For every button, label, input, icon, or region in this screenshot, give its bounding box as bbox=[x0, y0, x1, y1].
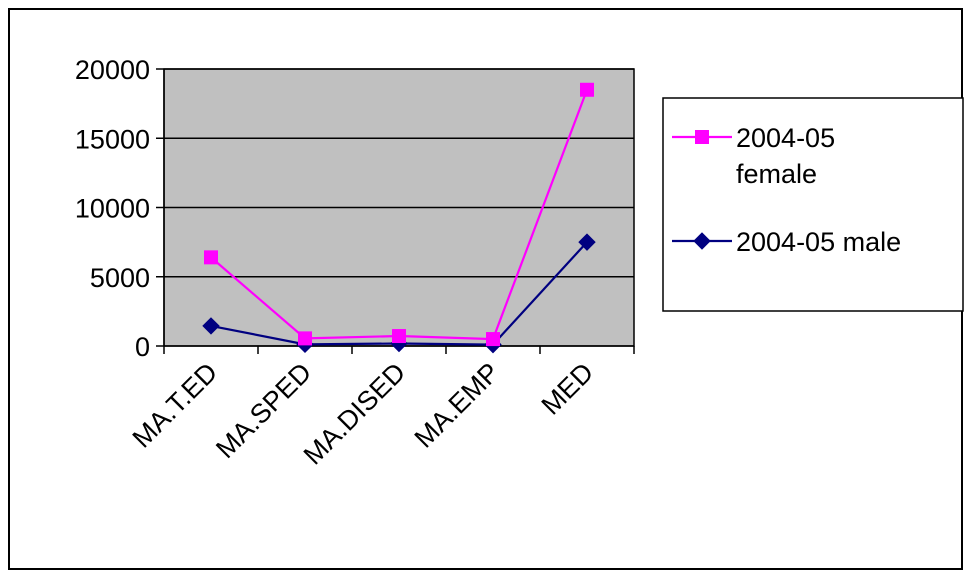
y-tick-label: 15000 bbox=[75, 124, 150, 154]
data-point bbox=[204, 250, 218, 265]
legend-box bbox=[662, 97, 964, 312]
legend-label: 2004-05 bbox=[736, 123, 835, 153]
y-tick-label: 0 bbox=[135, 332, 150, 362]
y-tick-label: 20000 bbox=[75, 55, 150, 85]
legend-marker bbox=[693, 232, 711, 250]
series-group bbox=[202, 82, 596, 354]
data-point bbox=[298, 331, 312, 346]
data-point bbox=[392, 329, 406, 344]
legend-marker bbox=[695, 130, 709, 144]
legend-label: 2004-05 male bbox=[736, 227, 901, 257]
y-tick-label: 10000 bbox=[75, 194, 150, 224]
legend: 2004-05 female 2004-05 male bbox=[662, 97, 964, 312]
data-point bbox=[578, 233, 596, 251]
data-point bbox=[580, 82, 594, 97]
gridlines bbox=[164, 68, 634, 278]
legend-label: female bbox=[736, 159, 817, 189]
data-point bbox=[486, 332, 500, 347]
y-tick-label: 5000 bbox=[90, 263, 150, 293]
data-point bbox=[202, 317, 220, 335]
